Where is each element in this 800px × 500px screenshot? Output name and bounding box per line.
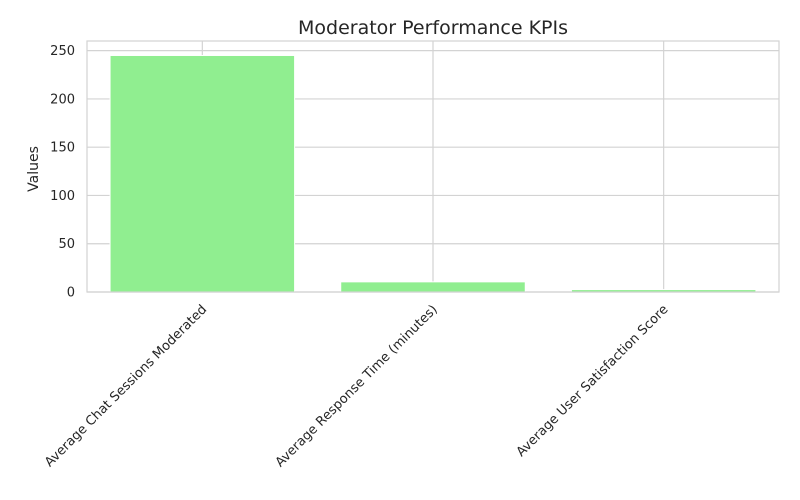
y-tick-label: 50 — [58, 237, 75, 252]
x-ticks: Average Chat Sessions Moderated Average R… — [42, 302, 671, 470]
x-tick-label: Average User Satisfaction Score — [514, 302, 672, 460]
y-tick-label: 250 — [50, 44, 75, 59]
y-ticks: 0 50 100 150 200 250 — [50, 44, 75, 300]
y-axis-label: Values — [26, 146, 42, 192]
x-tick-label: Average Response Time (minutes) — [273, 302, 441, 470]
bar — [109, 54, 296, 293]
bars — [109, 54, 757, 293]
y-tick-label: 0 — [67, 286, 75, 301]
y-tick-label: 200 — [50, 92, 75, 107]
y-tick-label: 150 — [50, 141, 75, 156]
plot-frame — [86, 40, 780, 293]
chart-title: Moderator Performance KPIs — [298, 17, 568, 39]
x-tick-label: Average Chat Sessions Moderated — [42, 302, 210, 470]
y-tick-label: 100 — [50, 189, 75, 204]
bar — [340, 281, 526, 293]
